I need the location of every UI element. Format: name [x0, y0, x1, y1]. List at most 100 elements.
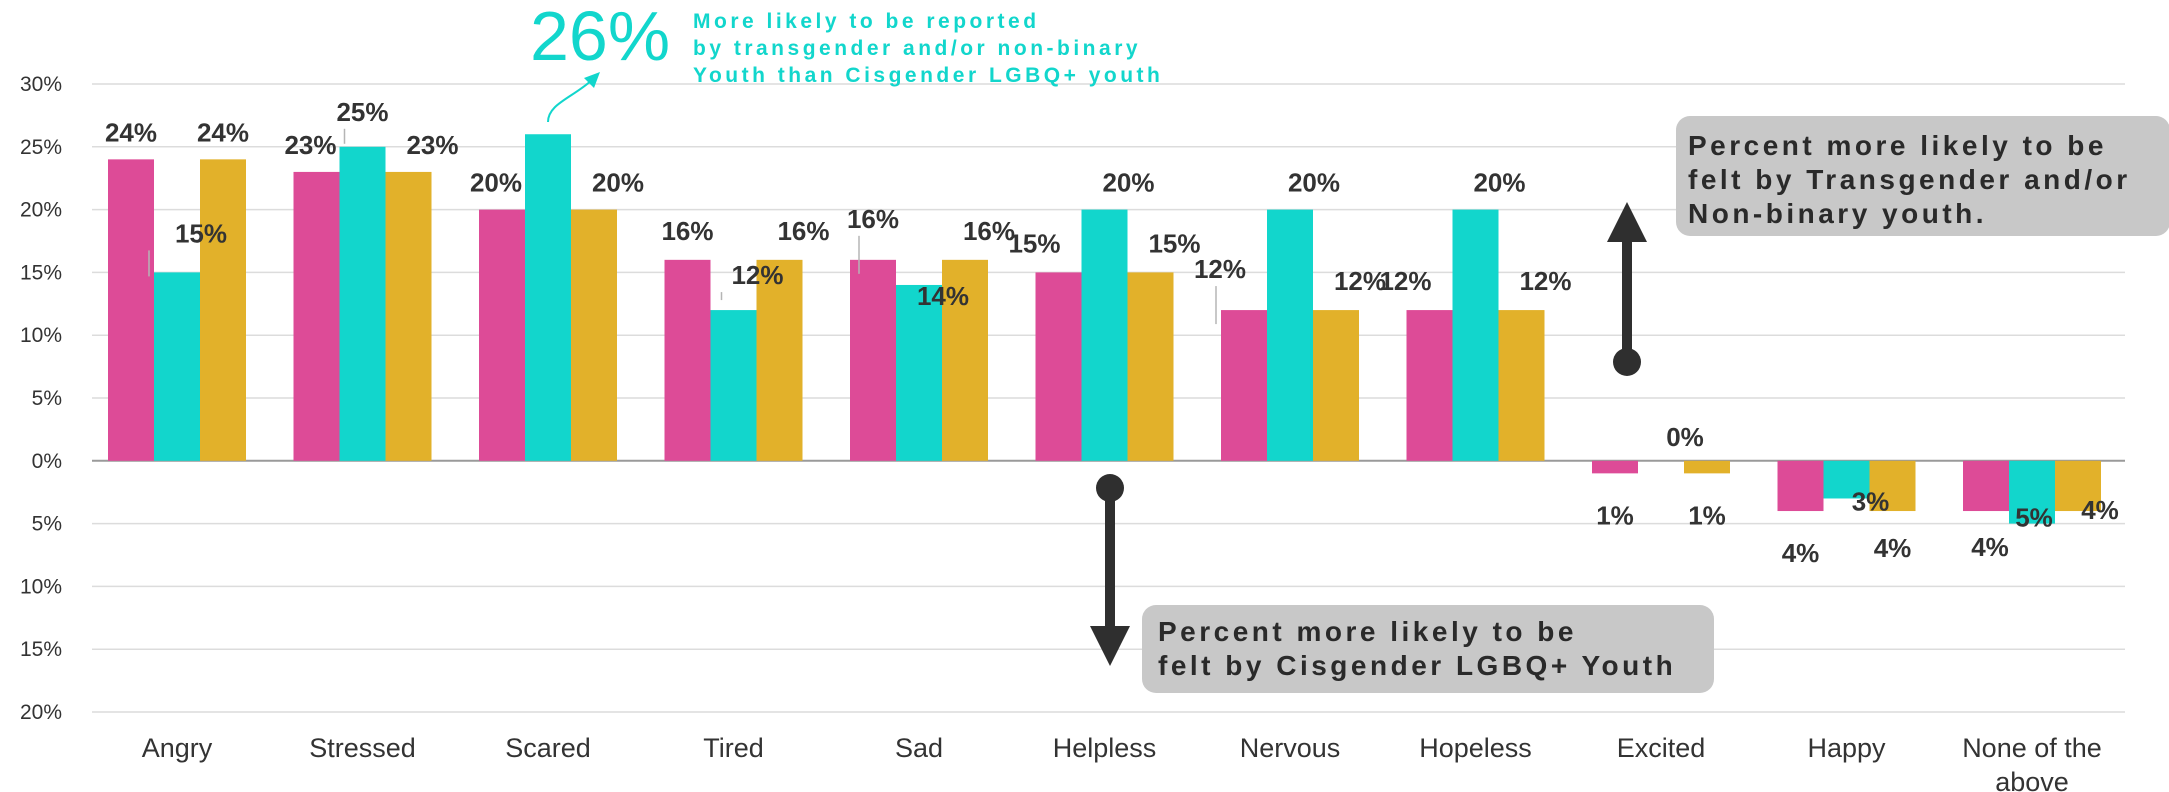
category-label: Nervous: [1240, 733, 1341, 763]
bar: [200, 159, 246, 461]
bar: [896, 284, 942, 461]
data-label: 1%: [1596, 500, 1634, 530]
y-tick-label: 5%: [32, 387, 62, 410]
bar: [1498, 310, 1545, 461]
category-labels: Angry Stressed Scared Tired Sad Helpless Nervo…: [142, 733, 2102, 792]
bar: [293, 171, 340, 461]
data-label: 4%: [1971, 532, 2009, 562]
category-label: Tired: [703, 733, 764, 763]
headline-value: 26%: [530, 0, 670, 75]
data-label: 12%: [1194, 254, 1246, 284]
bar: [2009, 460, 2055, 524]
bar: [108, 159, 154, 461]
bar: [1035, 272, 1082, 461]
y-tick-label: 20%: [20, 199, 62, 222]
data-label: 24%: [105, 117, 157, 147]
bar: [2055, 460, 2101, 512]
category-label: Hopeless: [1419, 733, 1532, 763]
bar: [942, 259, 988, 461]
data-label: 20%: [1288, 168, 1340, 198]
bar: [1127, 272, 1174, 461]
y-tick-label: 15%: [20, 261, 62, 284]
y-tick-label: 0%: [32, 450, 62, 473]
bar: [664, 259, 711, 461]
category-label: Angry: [142, 733, 213, 763]
bar: [339, 146, 386, 461]
bar: [1869, 460, 1916, 512]
data-label: 16%: [777, 216, 829, 246]
label-leader-lines: [148, 128, 1217, 325]
data-label: 20%: [470, 168, 522, 198]
callout-up-box: [1676, 116, 2169, 236]
data-label: 20%: [1102, 168, 1154, 198]
bars: [108, 134, 2101, 524]
bar: [756, 259, 803, 461]
data-label: 20%: [1473, 168, 1525, 198]
category-label: Happy: [1807, 733, 1886, 763]
bar: [154, 272, 200, 461]
bar: [1267, 209, 1313, 461]
bar: [571, 209, 617, 461]
callout-up: Percent more likely to be felt by Transg…: [1607, 116, 2169, 376]
bar: [1823, 460, 1870, 499]
callout-up-line-3: Non-binary youth.: [1688, 198, 1987, 229]
y-axis-tick-labels: 30% 25% 20% 15% 10% 5% 0% 5% 10% 15% 20%: [20, 73, 62, 724]
callout-down-line-1: Percent more likely to be: [1158, 616, 1577, 647]
data-label: 14%: [917, 281, 969, 311]
callout-down: Percent more likely to be felt by Cisgen…: [1090, 474, 1714, 693]
y-tick-label: 15%: [20, 638, 62, 661]
data-label: 15%: [175, 218, 227, 248]
data-label: 16%: [963, 216, 1015, 246]
data-label: 1%: [1688, 500, 1726, 530]
callout-down-box: [1142, 605, 1714, 693]
bar: [1452, 209, 1499, 461]
data-label: 20%: [592, 168, 644, 198]
y-tick-label: 10%: [20, 575, 62, 598]
data-label: 16%: [847, 204, 899, 234]
category-label: Stressed: [309, 733, 416, 763]
bar: [1221, 310, 1267, 461]
callout-up-line-2: felt by Transgender and/or: [1688, 164, 2131, 195]
arrow-up-dot-icon: [1613, 348, 1641, 376]
data-label: 3%: [1852, 486, 1890, 516]
bar: [1406, 310, 1453, 461]
headline-line-1: More likely to be reported: [693, 10, 1040, 33]
bar: [525, 134, 571, 461]
category-label: Excited: [1617, 733, 1706, 763]
callout-down-line-2: felt by Cisgender LGBQ+ Youth: [1158, 650, 1676, 681]
data-label: 16%: [661, 216, 713, 246]
y-tick-label: 5%: [32, 513, 62, 536]
arrow-up-head-icon: [1607, 202, 1647, 242]
bar: [710, 310, 757, 461]
arrow-down-dot-icon: [1096, 474, 1124, 502]
headline-line-2: by transgender and/or non-binary: [693, 37, 1141, 60]
y-tick-label: 10%: [20, 324, 62, 347]
data-label: 15%: [1148, 228, 1200, 258]
data-label: 4%: [2081, 495, 2119, 525]
data-label: 12%: [1334, 266, 1386, 296]
category-label: Sad: [895, 733, 943, 763]
category-label: Scared: [505, 733, 591, 763]
bar: [385, 171, 432, 461]
headline-annotation: 26% More likely to be reported by transg…: [530, 0, 1163, 123]
data-label: 0%: [1666, 422, 1704, 452]
bar: [1313, 310, 1359, 461]
data-label: 5%: [2015, 503, 2053, 533]
headline-line-3: Youth than Cisgender LGBQ+ youth: [693, 64, 1163, 87]
bar: [850, 259, 896, 461]
y-tick-label: 20%: [20, 701, 62, 724]
data-label: 23%: [284, 130, 336, 160]
category-label: None of the above: [1962, 733, 2102, 792]
y-tick-label: 30%: [20, 73, 62, 96]
data-label: 4%: [1874, 533, 1912, 563]
data-labels: 24%15%24% 23%25%23%20% 20%16%12%16% 16%14%1…: [105, 97, 2119, 568]
data-label: 4%: [1782, 538, 1820, 568]
headline-arrowhead-icon: [584, 72, 600, 88]
bar: [1592, 460, 1638, 474]
bar: [1777, 460, 1824, 512]
data-label: 24%: [197, 117, 249, 147]
arrow-down-head-icon: [1090, 626, 1130, 666]
data-label: 25%: [336, 97, 388, 127]
bar: [479, 209, 525, 461]
